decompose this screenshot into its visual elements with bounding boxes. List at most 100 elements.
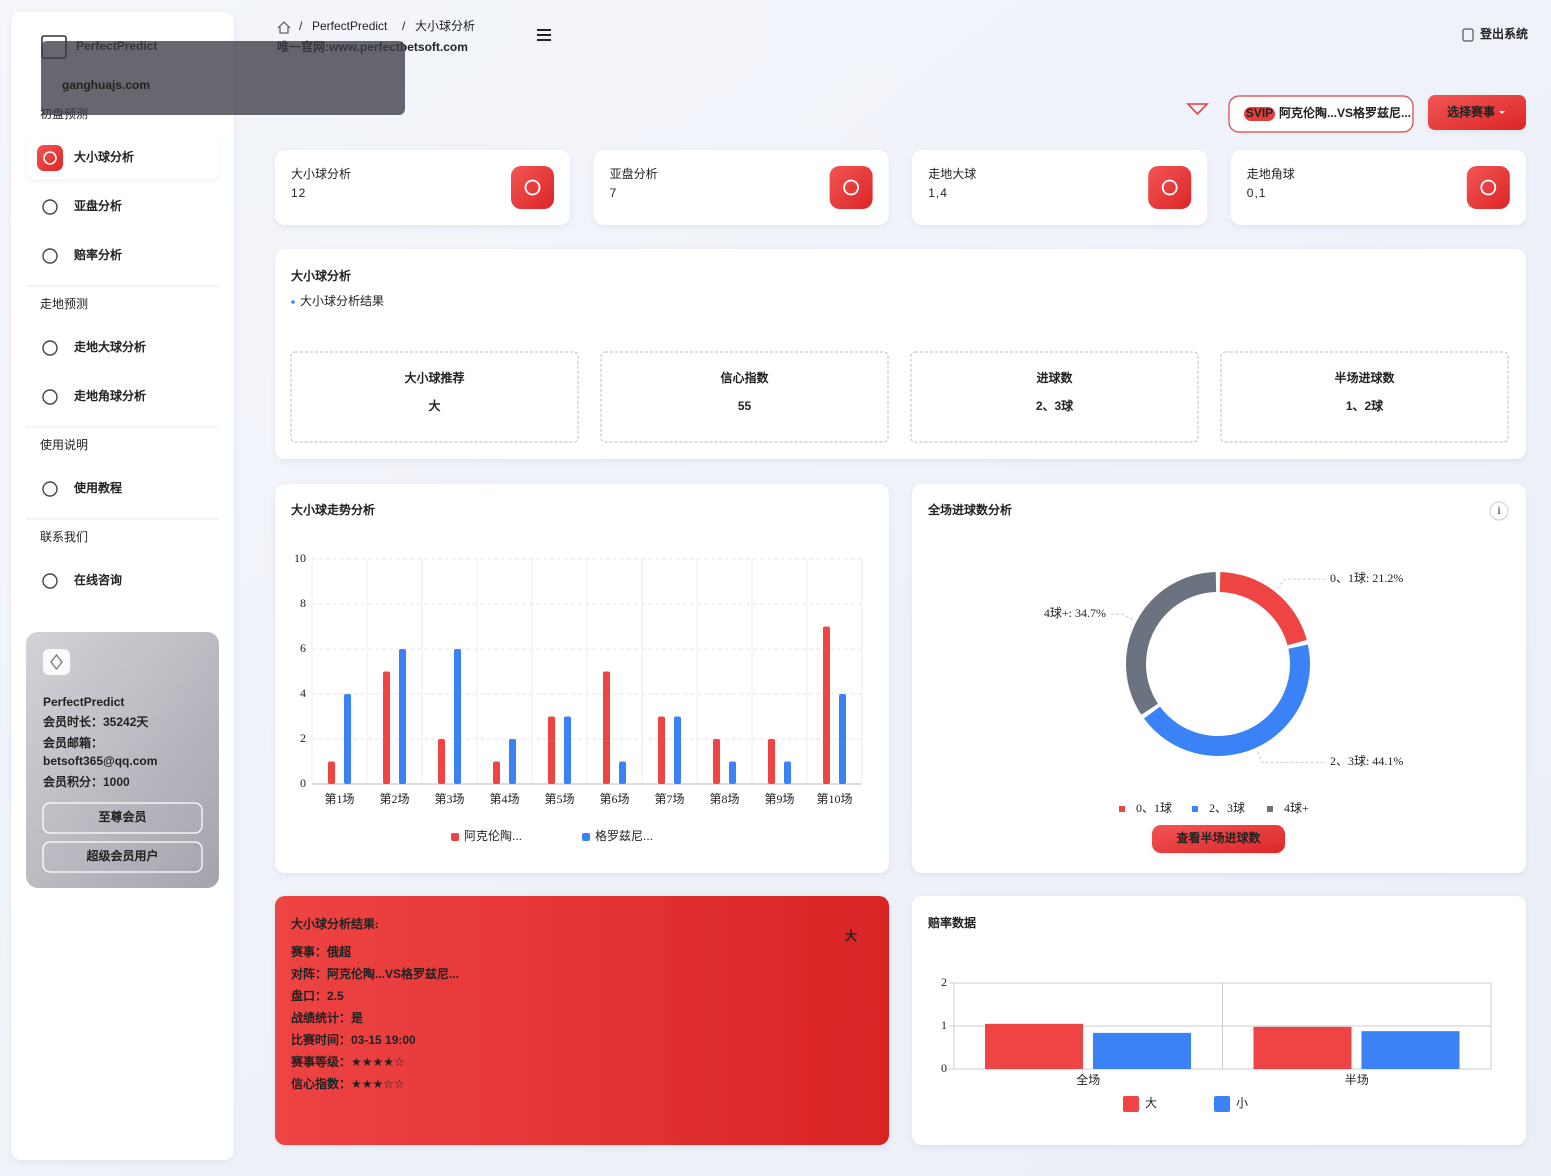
- pie-button-label[interactable]: 查看半场进球数: [1175, 830, 1261, 845]
- bar: [399, 649, 406, 784]
- member-card: [26, 632, 219, 888]
- x-tick-label: 第7场: [654, 792, 684, 806]
- bar: [603, 671, 610, 784]
- nav-item[interactable]: 使用教程: [73, 480, 122, 495]
- result-line: 战绩统计：是: [291, 1010, 364, 1025]
- info-label[interactable]: i: [1497, 503, 1501, 517]
- panel-subtitle: 大小球分析结果: [300, 294, 384, 308]
- nav-item[interactable]: 走地角球分析: [74, 388, 146, 403]
- stat-icon: [511, 166, 554, 209]
- bar: [713, 739, 720, 784]
- analysis-panel: [275, 249, 1526, 459]
- bar: [1361, 1031, 1460, 1069]
- x-tick-label: 第9场: [764, 792, 794, 806]
- member-button[interactable]: [42, 802, 203, 834]
- result-line: 赛事等级：★★★★☆: [290, 1054, 405, 1069]
- donut-slice: [1219, 572, 1307, 646]
- legend-label[interactable]: 0、1球: [1136, 801, 1172, 815]
- result-box: [600, 351, 889, 443]
- legend-swatch: [1119, 806, 1125, 812]
- caret: [1499, 111, 1505, 114]
- slice-label: 0、1球: 21.2%: [1330, 571, 1403, 585]
- x-tick-label: 第6场: [599, 792, 629, 806]
- bar: [729, 761, 736, 784]
- member-points: 会员积分：1000: [43, 774, 130, 789]
- select-button[interactable]: [1428, 95, 1526, 130]
- box-value: 1、2球: [1346, 398, 1384, 413]
- chart-title: 大小球走势分析: [291, 502, 375, 517]
- nav-item[interactable]: 走地大球分析: [74, 339, 146, 354]
- bar: [1253, 1026, 1352, 1069]
- legend-swatch: [1192, 806, 1198, 812]
- stat-icon-glyph: [524, 179, 541, 196]
- select-label[interactable]: 选择赛事: [1447, 104, 1495, 119]
- match[interactable]: 阿克伦陶...VS格罗兹尼...: [1279, 105, 1411, 120]
- member-button[interactable]: [42, 841, 203, 873]
- breadcrumb[interactable]: PerfectPredict: [312, 19, 388, 33]
- x-tick-label: 第1场: [324, 792, 354, 806]
- bar: [454, 649, 461, 784]
- box-value: 55: [738, 399, 752, 413]
- active-item[interactable]: [27, 137, 219, 179]
- x-tick-label: 第2场: [379, 792, 409, 806]
- legend-swatch: [582, 833, 590, 841]
- box-value: 2、3球: [1036, 398, 1074, 413]
- nav-item[interactable]: 在线咨询: [74, 572, 122, 587]
- nav-item[interactable]: 亚盘分析: [74, 198, 122, 213]
- nav-item[interactable]: 大小球分析: [74, 149, 134, 164]
- member-duration: 会员时长：35242天: [43, 714, 149, 729]
- stat-label: 走地角球: [1247, 167, 1295, 181]
- y-tick-label: 2: [941, 975, 947, 989]
- legend-label[interactable]: 小: [1236, 1096, 1248, 1110]
- dropdown-icon[interactable]: [1186, 103, 1209, 116]
- result-card: [275, 896, 889, 1145]
- stat-label: 亚盘分析: [610, 166, 658, 181]
- nav-icon: [42, 340, 58, 356]
- y-tick-label: 0: [941, 1061, 947, 1075]
- result-line: 对阵：阿克伦陶...VS格罗兹尼...: [291, 966, 459, 981]
- nav-icon: [42, 248, 58, 264]
- legend-label[interactable]: 2、3球: [1209, 801, 1245, 815]
- chart-title: 全场进球数分析: [927, 502, 1012, 517]
- watermark-box: [41, 41, 405, 115]
- bar: [493, 761, 500, 784]
- slice-label: 4球+: 34.7%: [1044, 606, 1106, 620]
- member-button-label[interactable]: 超级会员用户: [85, 848, 158, 863]
- legend-label[interactable]: 阿克伦陶...: [464, 828, 522, 843]
- member-button-label[interactable]: 至尊会员: [98, 809, 146, 824]
- x-tick-label: 第10场: [816, 792, 852, 806]
- legend-label[interactable]: 格罗兹尼...: [595, 828, 653, 843]
- donut-slice: [1125, 572, 1217, 715]
- y-tick-label: 1: [941, 1018, 947, 1032]
- stat-card: [275, 150, 570, 225]
- x-tick-label: 半场: [1345, 1073, 1369, 1087]
- home-icon[interactable]: [277, 21, 291, 34]
- box-label: 进球数: [1036, 370, 1073, 385]
- nav-item[interactable]: 赔率分析: [73, 247, 122, 262]
- section-title: 走地预测: [40, 297, 88, 311]
- svip: SVIP: [1246, 106, 1273, 120]
- legend-label[interactable]: 大: [1145, 1096, 1157, 1110]
- info-icon[interactable]: [1489, 501, 1509, 521]
- nav-icon-glyph: [43, 151, 57, 165]
- match-pill[interactable]: [1228, 95, 1414, 133]
- x-tick-label: 第8场: [709, 792, 739, 806]
- bar: [768, 739, 775, 784]
- stat-icon-glyph: [1161, 179, 1178, 196]
- legend-label[interactable]: 4球+: [1284, 801, 1309, 815]
- box-label: 信心指数: [720, 370, 769, 385]
- logout-icon[interactable]: [1462, 28, 1474, 42]
- stat-icon: [1466, 166, 1510, 209]
- result-badge: 大: [845, 928, 857, 943]
- member-email: betsoft365@qq.com: [43, 754, 157, 768]
- label-line: [1276, 578, 1326, 589]
- result-line: 盘口：2.5: [291, 988, 344, 1003]
- logout[interactable]: 登出系统: [1479, 26, 1528, 41]
- pie-button[interactable]: [1152, 825, 1285, 853]
- bar: [438, 739, 445, 784]
- stat-value: 12: [291, 186, 306, 200]
- breadcrumb-sep: /: [402, 19, 406, 33]
- chart-card: [912, 896, 1526, 1145]
- bar: [1093, 1032, 1191, 1069]
- breadcrumb: 大小球分析: [415, 19, 475, 33]
